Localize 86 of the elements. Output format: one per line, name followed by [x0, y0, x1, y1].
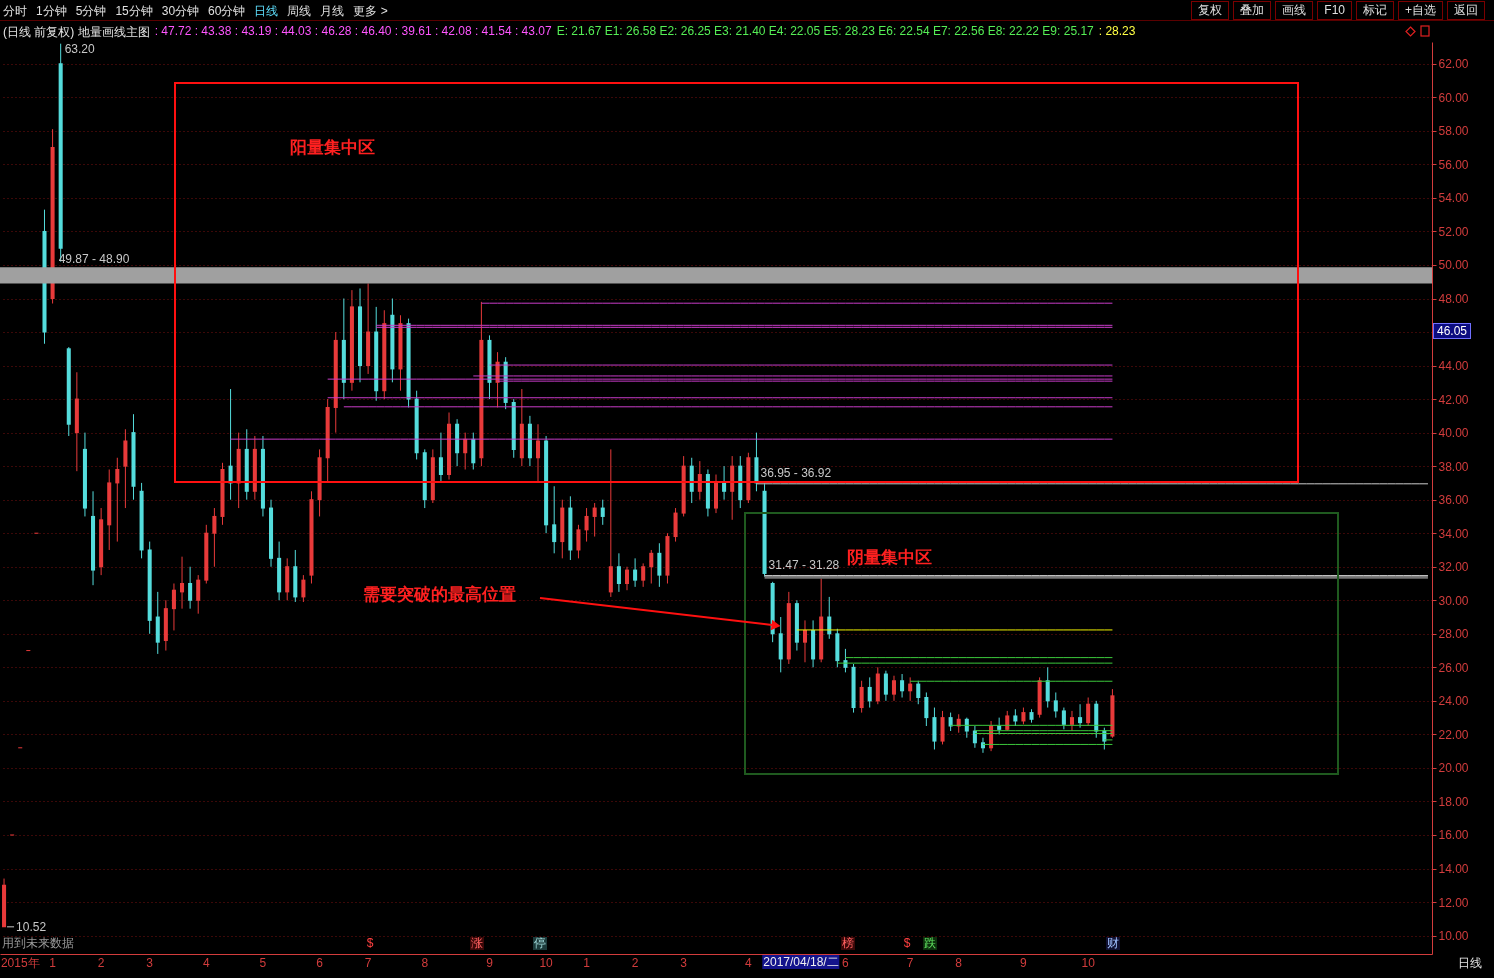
annotation: 46.05 — [1433, 323, 1472, 340]
text: 周线 — [287, 3, 312, 20]
text: E: 21.67 E1: 26.58 E2: 26.25 E3: 21.40 E4: 22.05 E5: 28.23 E6: 22.54 E7: 22.56 E8: 22.22 E9: 25.17 — [556, 24, 1094, 40]
x-tick-label: 8 — [955, 955, 963, 970]
x-tick-label: 9 — [486, 955, 494, 970]
annotation: 停 — [533, 936, 547, 950]
annotation: $ — [902, 936, 912, 950]
y-tick-label: 16.00 — [1438, 828, 1469, 843]
y-tick-label: 44.00 — [1438, 359, 1469, 374]
x-tick-label: 2 — [631, 955, 639, 970]
x-tick-label: 2015年 — [0, 955, 40, 970]
annotation: 阳量集中区 — [290, 137, 375, 157]
text: 更多 > — [353, 3, 388, 20]
y-tick-label: 60.00 — [1438, 90, 1469, 105]
annotation: 10.52 — [16, 919, 47, 934]
y-tick-label: 62.00 — [1438, 57, 1469, 72]
y-tick-label: 48.00 — [1438, 292, 1469, 306]
band-label: 49.87 - 48.90 — [58, 252, 130, 267]
y-tick-label: 20.00 — [1438, 761, 1469, 776]
text: 2017/04/18/二 — [762, 955, 840, 969]
y-tick-label: 10.00 — [1438, 929, 1469, 944]
text: 复权 — [1191, 1, 1230, 20]
x-tick-label: 8 — [421, 955, 429, 970]
y-tick-label: 54.00 — [1438, 191, 1469, 206]
y-tick-label: 18.00 — [1438, 794, 1469, 809]
annotation: 需要突破的最高位置 — [363, 584, 516, 604]
y-tick-label: 56.00 — [1438, 157, 1469, 172]
x-tick-label: 7 — [364, 955, 372, 970]
text: 日线 — [254, 3, 279, 20]
y-tick-label: 34.00 — [1438, 526, 1469, 541]
y-tick-label: 24.00 — [1438, 694, 1469, 709]
chart-title: (日线 前复权) 地量画线主图 — [3, 24, 150, 41]
y-tick-label: 40.00 — [1438, 426, 1469, 441]
y-tick-label: 28.00 — [1438, 627, 1469, 642]
text: 日线 — [1458, 955, 1482, 972]
annotation: 63.20 — [64, 41, 96, 56]
text: 画线 — [1275, 1, 1314, 20]
y-tick-label: 38.00 — [1438, 459, 1469, 474]
y-tick-label: 30.00 — [1438, 593, 1469, 608]
y-tick-label: 36.00 — [1438, 493, 1469, 508]
text: : 28.23 — [1098, 24, 1136, 40]
x-tick-label: 10 — [539, 955, 554, 970]
x-tick-label: 3 — [146, 955, 154, 970]
text: 60分钟 — [208, 3, 246, 20]
x-tick-label: 7 — [906, 955, 914, 970]
x-tick-label: 5 — [259, 955, 267, 970]
x-tick-label: 4 — [745, 955, 753, 970]
y-tick-label: 50.00 — [1438, 258, 1469, 273]
annotation: $ — [365, 936, 375, 950]
x-tick-label: 6 — [842, 955, 850, 970]
y-tick-label: 12.00 — [1438, 895, 1469, 910]
annotation: 涨 — [470, 936, 484, 950]
y-tick-label: 42.00 — [1438, 392, 1469, 407]
text: 5分钟 — [75, 3, 107, 20]
x-tick-label: 6 — [316, 955, 324, 970]
text: 月线 — [320, 3, 345, 20]
x-tick-label: 3 — [680, 955, 688, 970]
x-tick-label: 2 — [97, 955, 105, 970]
x-tick-label: 9 — [1020, 955, 1028, 970]
text: : 47.72 : 43.38 : 43.19 : 44.03 : 46.28 : 46.40 : 39.61 : 42.08 : 41.54 : 43.07 — [154, 24, 552, 40]
text: 30分钟 — [161, 3, 200, 20]
text: +自选 — [1397, 1, 1443, 20]
text: 标记 — [1355, 1, 1394, 20]
x-tick-label: 10 — [1081, 955, 1096, 970]
x-tick-label: 1 — [49, 955, 57, 970]
y-tick-label: 14.00 — [1438, 862, 1469, 876]
text: 返回 — [1447, 1, 1485, 20]
text: 15分钟 — [115, 3, 153, 20]
y-tick-label: 58.00 — [1438, 124, 1469, 139]
y-tick-label: 22.00 — [1438, 727, 1469, 742]
annotation: 阴量集中区 — [847, 547, 932, 567]
y-tick-label: 52.00 — [1438, 224, 1469, 239]
text: 1分钟 — [36, 3, 67, 20]
annotation: 36.95 - 36.92 — [760, 465, 832, 480]
annotation: 财 — [1106, 936, 1120, 950]
annotation: 31.47 - 31.28 — [768, 557, 840, 572]
text: 分时 — [3, 3, 27, 20]
y-tick-label: 32.00 — [1438, 560, 1469, 575]
annotation: 用到未来数据 — [2, 935, 74, 952]
text: 叠加 — [1233, 1, 1272, 20]
x-tick-label: 1 — [583, 955, 591, 970]
x-tick-label: 4 — [202, 955, 210, 970]
text: F10 — [1317, 1, 1352, 20]
y-tick-label: 26.00 — [1438, 660, 1469, 675]
annotation: 榜 — [841, 936, 855, 950]
annotation: 跌 — [923, 936, 937, 950]
